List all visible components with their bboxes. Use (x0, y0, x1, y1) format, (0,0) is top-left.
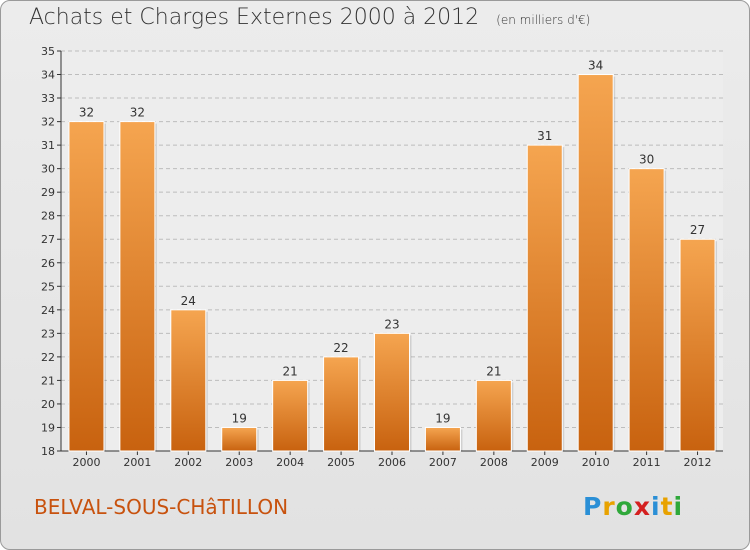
bar-2006 (374, 332, 410, 452)
x-tick-label: 2008 (480, 456, 508, 469)
y-tick-label: 21 (41, 374, 55, 387)
y-tick-label: 26 (41, 257, 55, 270)
y-tick-label: 32 (41, 116, 55, 129)
bars (68, 74, 718, 452)
y-tick-label: 25 (41, 280, 55, 293)
y-tick-label: 20 (41, 398, 55, 411)
bar-2004 (272, 379, 309, 452)
data-label: 19 (232, 411, 247, 425)
data-label: 22 (333, 341, 348, 355)
labels: 32 2000 32 2001 24 2002 19 2003 21 2004 22 2005 23 20… (72, 59, 711, 469)
data-label: 21 (486, 364, 501, 378)
data-label: 24 (181, 294, 196, 308)
logo-letter: t (660, 492, 674, 521)
y-tick-label: 30 (41, 163, 55, 176)
data-label: 23 (384, 317, 399, 331)
logo-letter: o (615, 492, 634, 521)
data-label: 19 (435, 411, 450, 425)
logo-letter: i (651, 492, 661, 521)
x-tick-label: 2010 (582, 456, 610, 469)
y-tick-label: 24 (41, 304, 55, 317)
x-tick-label: 2011 (633, 456, 661, 469)
bar-2011 (628, 168, 665, 452)
y-tick-label: 33 (41, 92, 55, 105)
y-tick-label: 19 (41, 421, 55, 434)
data-label: 27 (690, 223, 705, 237)
y-tick-label: 18 (41, 445, 55, 458)
bar-2012 (679, 238, 716, 452)
y-tick-label: 31 (41, 139, 55, 152)
chart-title-text: Achats et Charges Externes 2000 à 2012 (29, 5, 480, 30)
bar-2007 (424, 426, 461, 452)
logo-letter: i (673, 492, 684, 521)
x-tick-label: 2012 (684, 456, 712, 469)
chart-subtitle: (en milliers d'€) (496, 13, 591, 27)
x-tick-label: 2007 (429, 456, 457, 469)
x-tick-label: 2005 (327, 456, 355, 469)
x-tick-label: 2004 (276, 456, 304, 469)
y-tick-label: 27 (41, 233, 55, 246)
y-tick-label: 34 (41, 69, 55, 82)
bar-2009 (526, 144, 563, 452)
logo-letter: x (633, 492, 651, 521)
x-tick-label: 2006 (378, 456, 406, 469)
x-tick-label: 2001 (123, 456, 151, 469)
data-label: 30 (639, 153, 654, 167)
chart-title: Achats et Charges Externes 2000 à 2012 (… (29, 5, 590, 30)
x-tick-label: 2003 (225, 456, 253, 469)
x-tick-label: 2009 (531, 456, 559, 469)
commune-name: BELVAL-SOUS-CHâTILLON (34, 495, 289, 519)
x-tick-label: 2002 (174, 456, 202, 469)
proxiti-logo[interactable]: Proxiti (583, 492, 683, 521)
bar-2000 (68, 121, 105, 452)
x-tick-label: 2000 (72, 456, 100, 469)
bar-2008 (475, 379, 512, 452)
bar-2002 (170, 309, 207, 452)
logo-letter: r (602, 492, 616, 521)
y-tick-label: 35 (41, 45, 55, 58)
data-label: 32 (79, 106, 94, 120)
y-tick-label: 28 (41, 210, 55, 223)
y-tick-label: 22 (41, 351, 55, 364)
logo-letter: P (583, 492, 603, 521)
bar-2003 (221, 426, 258, 452)
bar-2001 (119, 121, 156, 452)
data-label: 21 (283, 364, 298, 378)
data-label: 32 (130, 106, 145, 120)
bar-2005 (323, 356, 360, 452)
y-tick-label: 23 (41, 327, 55, 340)
bar-2010 (577, 74, 614, 452)
y-tick-label: 29 (41, 186, 55, 199)
data-label: 34 (588, 59, 603, 73)
data-label: 31 (537, 129, 552, 143)
